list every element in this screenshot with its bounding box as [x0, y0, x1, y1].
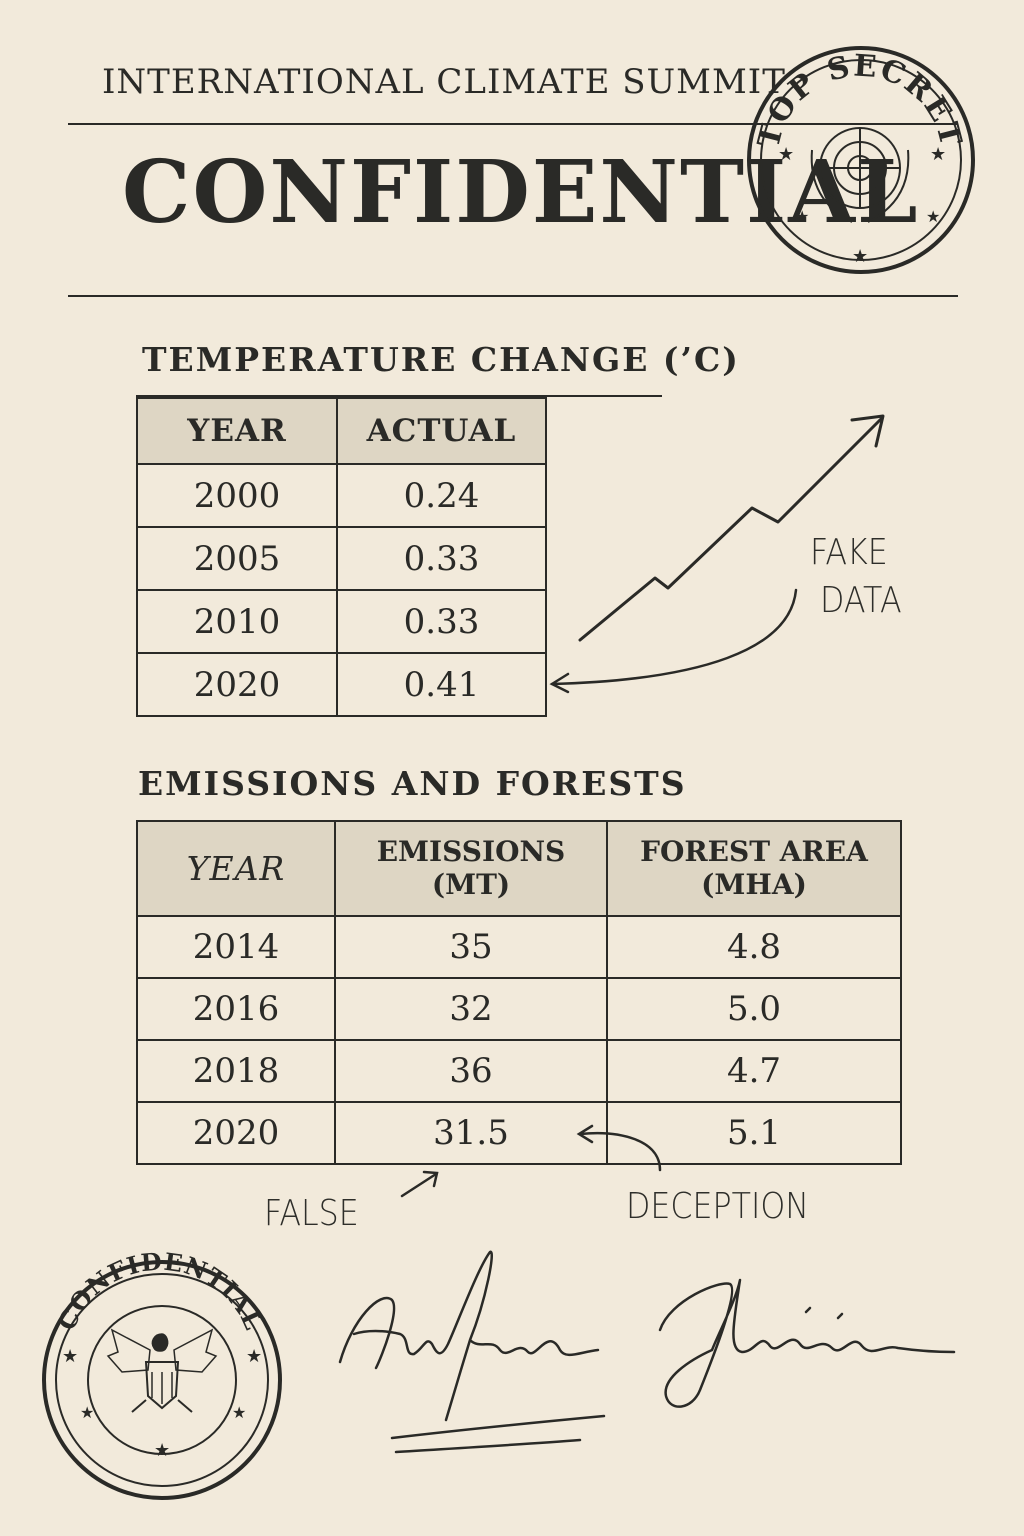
false-annotation: FALSE [264, 1193, 359, 1234]
table-row: 2010 0.33 [136, 589, 547, 654]
svg-text:★: ★ [795, 207, 809, 226]
column-header-actual: ACTUAL [336, 397, 547, 465]
table-row: 2014 35 4.8 [136, 915, 902, 979]
rising-trend-arrow-icon [578, 414, 885, 642]
curved-arrow-icon [549, 588, 798, 694]
table-row: 2016 32 5.0 [136, 977, 902, 1041]
forest-cell: 4.7 [606, 1039, 902, 1103]
temperature-section-title: TEMPERATURE CHANGE (’C) [142, 340, 740, 379]
svg-text:CONFIDENTIAL: CONFIDENTIAL [52, 1246, 269, 1334]
actual-cell: 0.33 [336, 589, 547, 654]
column-header-year: YEAR [136, 820, 336, 917]
title-rule [68, 295, 958, 297]
actual-cell: 0.33 [336, 526, 547, 591]
forest-header-line1: FOREST AREA [640, 835, 868, 869]
column-header-forest-area: FOREST AREA (MHA) [606, 820, 902, 917]
fake-annotation-line2: DATA [820, 580, 902, 621]
table-header-row: YEAR ACTUAL [136, 397, 547, 465]
emissions-cell: 36 [334, 1039, 608, 1103]
year-cell: 2020 [136, 652, 338, 717]
emissions-header-line2: (MT) [431, 867, 511, 901]
confidential-stamp-label: CONFIDENTIAL [52, 1246, 268, 1334]
table-header-row: YEAR EMISSIONS (MT) FOREST AREA (MHA) [136, 820, 902, 917]
emissions-cell: 32 [334, 977, 608, 1041]
svg-text:★: ★ [154, 1440, 170, 1461]
svg-text:★: ★ [926, 207, 940, 226]
year-cell: 2018 [136, 1039, 336, 1103]
actual-cell: 0.24 [336, 463, 547, 528]
classification-title: CONFIDENTIAL [122, 142, 920, 243]
column-header-year: YEAR [136, 397, 338, 465]
false-arrow-icon [400, 1170, 439, 1198]
temperature-title-underline [136, 395, 662, 397]
signature-left [338, 1250, 606, 1454]
signature-right [658, 1278, 956, 1408]
emissions-header-line1: EMISSIONS [376, 835, 566, 869]
year-cell: 2005 [136, 526, 338, 591]
top-secret-stamp: TOP SECRET ★ ★ ★ ★ ★ [747, 46, 975, 274]
year-cell: 2014 [136, 915, 336, 979]
fake-annotation-line1: FAKE [810, 532, 888, 573]
temperature-table: YEAR ACTUAL 2000 0.24 2005 0.33 2010 0.3… [136, 397, 547, 717]
globe-emblem-icon [810, 127, 910, 223]
emissions-cell: 31.5 [334, 1101, 608, 1165]
star-icon: ★ ★ ★ ★ ★ [778, 144, 946, 267]
emissions-cell: 35 [334, 915, 608, 979]
year-cell: 2016 [136, 977, 336, 1041]
year-cell: 2000 [136, 463, 338, 528]
year-cell: 2020 [136, 1101, 336, 1165]
table-row: 2020 31.5 5.1 [136, 1101, 902, 1165]
table-row: 2005 0.33 [136, 526, 547, 591]
year-cell: 2010 [136, 589, 338, 654]
svg-text:★: ★ [930, 144, 946, 165]
svg-text:★: ★ [778, 144, 794, 165]
forest-header-line2: (MHA) [701, 867, 807, 901]
organization-heading: INTERNATIONAL CLIMATE SUMMIT [102, 62, 786, 102]
star-icon: ★ ★ ★ ★ ★ [62, 1346, 262, 1461]
svg-text:★: ★ [246, 1346, 262, 1367]
table-row: 2000 0.24 [136, 463, 547, 528]
svg-text:★: ★ [852, 246, 868, 267]
table-row: 2020 0.41 [136, 652, 547, 717]
svg-text:★: ★ [62, 1346, 78, 1367]
eagle-emblem-icon [106, 1328, 218, 1413]
deception-arrow-icon [576, 1124, 662, 1172]
column-header-emissions: EMISSIONS (MT) [334, 820, 608, 917]
deception-annotation: DECEPTION [626, 1186, 809, 1227]
svg-text:★: ★ [80, 1403, 94, 1422]
svg-text:★: ★ [232, 1403, 246, 1422]
confidential-seal-stamp: CONFIDENTIAL ★ ★ ★ ★ ★ [42, 1246, 282, 1500]
forest-cell: 4.8 [606, 915, 902, 979]
top-rule [68, 123, 958, 125]
emissions-table: YEAR EMISSIONS (MT) FOREST AREA (MHA) 20… [136, 820, 902, 1165]
forest-cell: 5.0 [606, 977, 902, 1041]
emissions-section-title: EMISSIONS AND FORESTS [138, 764, 687, 803]
table-row: 2018 36 4.7 [136, 1039, 902, 1103]
actual-cell: 0.41 [336, 652, 547, 717]
